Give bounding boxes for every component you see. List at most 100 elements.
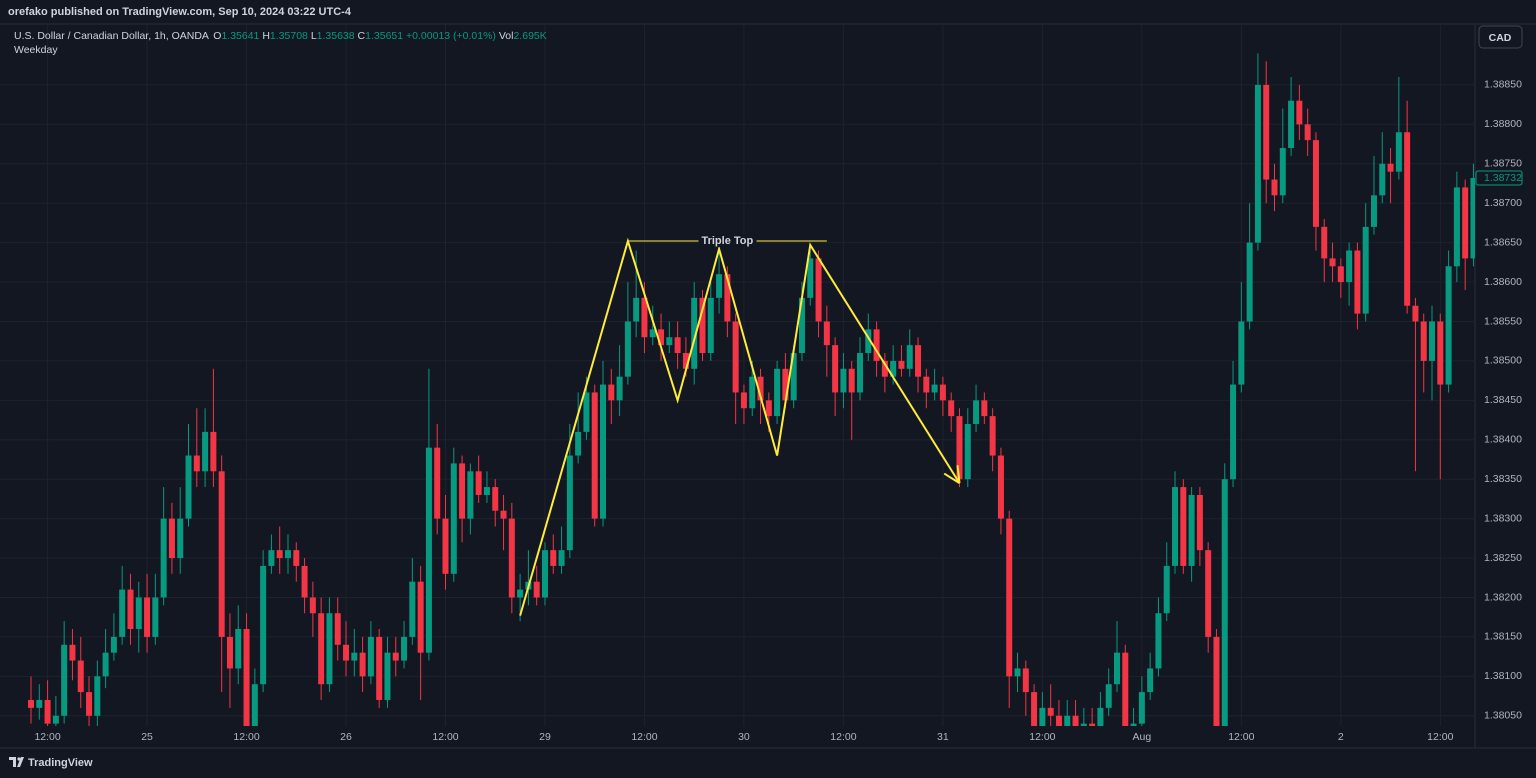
candle-body <box>1387 163 1394 172</box>
candle-body <box>1055 715 1062 726</box>
y-tick-label: 1.38350 <box>1484 473 1522 485</box>
candle-body <box>500 510 507 519</box>
candle-body <box>1163 565 1170 614</box>
candle-body <box>1429 321 1436 361</box>
candle-body <box>450 463 457 574</box>
change: +0.00013 (+0.01%) <box>406 30 496 42</box>
candle-body <box>997 455 1004 519</box>
candle-body <box>1039 707 1046 726</box>
candle-body <box>707 297 714 354</box>
candle-body <box>1362 226 1369 314</box>
candle-body <box>483 487 490 495</box>
brand-logo-dot[interactable] <box>17 757 21 761</box>
candle-body <box>1346 250 1353 283</box>
candle-body <box>1271 179 1278 196</box>
candle-body <box>757 376 764 401</box>
candle-body <box>1006 518 1013 677</box>
y-tick-label: 1.38500 <box>1484 355 1522 367</box>
candle-body <box>1147 668 1154 693</box>
candle-body <box>658 329 665 346</box>
last-price-box <box>1475 170 1523 186</box>
candle-body <box>533 581 540 598</box>
candle-body <box>1064 715 1071 726</box>
candle-body <box>1014 668 1021 677</box>
candle-body <box>881 360 888 377</box>
candle-body <box>633 297 640 322</box>
candle-body <box>309 597 316 614</box>
x-tick-label: 31 <box>937 731 949 743</box>
footer-brand[interactable]: TradingView <box>9 757 93 769</box>
candle-body <box>210 431 217 472</box>
currency-button[interactable]: CAD <box>1478 25 1523 49</box>
candle-body <box>1172 487 1179 566</box>
candle-body <box>1288 100 1295 149</box>
candle-body <box>550 550 557 566</box>
candle-body <box>591 392 598 519</box>
candle-body <box>260 565 267 685</box>
candle-body <box>1246 242 1253 322</box>
candle-body <box>94 676 101 716</box>
candle-body <box>235 629 242 669</box>
brand-name[interactable]: TradingView <box>28 757 93 769</box>
candle-body <box>1213 636 1220 726</box>
candle-body <box>691 297 698 369</box>
candle-body <box>790 353 797 401</box>
candle-body <box>1230 384 1237 480</box>
pattern-arrowhead <box>956 465 961 484</box>
candle-body <box>1304 124 1311 141</box>
candle-body <box>144 597 151 637</box>
candle-body <box>939 384 946 401</box>
volume-value: 2.695K <box>513 30 546 42</box>
candle-body <box>1321 226 1328 259</box>
pattern-label-bg <box>698 234 757 247</box>
candle-body <box>177 518 184 559</box>
candle-body <box>1370 195 1377 227</box>
candle-body <box>168 518 175 559</box>
candle-body <box>135 597 142 630</box>
x-tick-label: 12:00 <box>233 731 259 743</box>
candle-body <box>1462 187 1469 259</box>
candle-body <box>973 400 980 424</box>
candle-body <box>716 274 723 298</box>
currency-button-label[interactable]: CAD <box>1489 32 1512 44</box>
ohlc-label: H <box>262 30 270 42</box>
y-tick-label: 1.38450 <box>1484 394 1522 406</box>
candle-body <box>624 321 631 377</box>
candle-body <box>1072 715 1079 726</box>
candle-body <box>575 431 582 456</box>
candle-body <box>517 589 524 598</box>
currency-button-frame[interactable] <box>1478 25 1523 49</box>
y-tick-label: 1.38600 <box>1484 276 1522 288</box>
candle-body <box>28 699 34 708</box>
candle-body <box>1196 494 1203 551</box>
x-tick-label: Aug <box>1133 731 1152 743</box>
candle-body <box>110 636 117 653</box>
candle-body <box>318 613 325 685</box>
x-tick-label: 30 <box>738 731 750 743</box>
candle-body <box>915 345 922 377</box>
candle-body <box>36 699 43 708</box>
candle-body <box>1155 613 1162 669</box>
candle-body <box>616 376 623 401</box>
candle-body <box>343 644 350 661</box>
x-tick-label: 12:00 <box>830 731 856 743</box>
candle-body <box>898 360 905 369</box>
candle-body <box>301 565 308 598</box>
candle-body <box>401 636 408 661</box>
x-tick-label: 12:00 <box>1029 731 1055 743</box>
candle-body <box>442 518 449 574</box>
ohlc-value: 1.35708 <box>270 30 308 42</box>
x-tick-label: 2 <box>1338 731 1344 743</box>
x-tick-label: 12:00 <box>1228 731 1254 743</box>
candle-body <box>334 613 341 645</box>
candle-body <box>326 613 333 685</box>
candle-body <box>956 416 963 480</box>
candle-body <box>1312 140 1319 227</box>
candle-body <box>1379 163 1386 196</box>
y-tick-label: 1.38700 <box>1484 197 1522 209</box>
candle-body <box>218 471 225 637</box>
published-note: orefako published on TradingView.com, Se… <box>8 6 352 18</box>
candle-body <box>77 660 84 693</box>
y-tick-label: 1.38550 <box>1484 315 1522 327</box>
y-tick-label: 1.38200 <box>1484 591 1522 603</box>
